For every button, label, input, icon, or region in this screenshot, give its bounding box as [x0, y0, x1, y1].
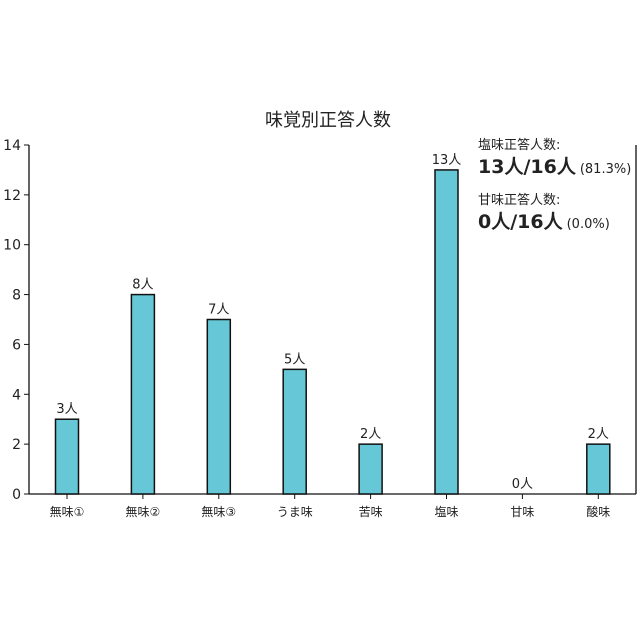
- annotation-salty-percent: (81.3%): [579, 162, 632, 177]
- bar-value-label: 2人: [588, 427, 609, 442]
- annotation-sweet-count: 0人/16人: [478, 211, 563, 233]
- y-tick-label: 2: [12, 437, 21, 453]
- y-tick-label: 0: [12, 487, 21, 503]
- x-tick-label: 無味②: [126, 504, 161, 519]
- bar-value-label: 2人: [360, 427, 381, 442]
- x-tick-label: 無味③: [201, 504, 236, 519]
- y-tick-label: 6: [12, 337, 21, 353]
- chart-title: 味覚別正答人数: [265, 110, 391, 131]
- x-tick-label: うま味: [277, 505, 313, 519]
- bar-value-label: 0人: [512, 477, 533, 492]
- annotation-sweet-value: 0人/16人 (0.0%): [478, 211, 610, 236]
- bar: [130, 293, 156, 495]
- bar: [434, 169, 459, 495]
- annotation-salty-heading: 塩味正答人数:: [478, 138, 561, 153]
- annotation-sweet-percent: (0.0%): [566, 217, 610, 232]
- y-tick-label: 4: [12, 387, 21, 403]
- x-tick-label: 苦味: [359, 505, 383, 519]
- bar: [282, 368, 307, 495]
- x-tick-label: 塩味: [434, 504, 458, 519]
- y-tick-label: 14: [3, 138, 21, 154]
- bar: [206, 318, 232, 495]
- y-tick-label: 10: [3, 238, 21, 254]
- bar: [54, 418, 80, 495]
- annotation-sweet-heading: 甘味正答人数:: [478, 193, 561, 208]
- annotation-salty-count: 13人/16人: [478, 156, 576, 178]
- bar-value-label: 8人: [132, 278, 153, 293]
- bar-value-label: 3人: [56, 402, 77, 417]
- x-tick-label: 甘味: [510, 505, 534, 519]
- y-tick-label: 12: [3, 188, 21, 204]
- bar-value-label: 5人: [284, 352, 305, 367]
- bar: [358, 443, 383, 495]
- x-tick-label: 無味①: [50, 504, 85, 519]
- bar: [586, 443, 611, 495]
- bar-value-label: 13人: [432, 153, 462, 168]
- bar-value-label: 7人: [208, 303, 229, 318]
- annotation-salty-value: 13人/16人 (81.3%): [478, 156, 631, 181]
- plot-area: 024681012143人無味①8人無味②7人無味③5人うま味2人苦味13人塩味…: [3, 138, 637, 519]
- x-tick-label: 酸味: [586, 504, 610, 519]
- y-tick-label: 8: [12, 288, 21, 304]
